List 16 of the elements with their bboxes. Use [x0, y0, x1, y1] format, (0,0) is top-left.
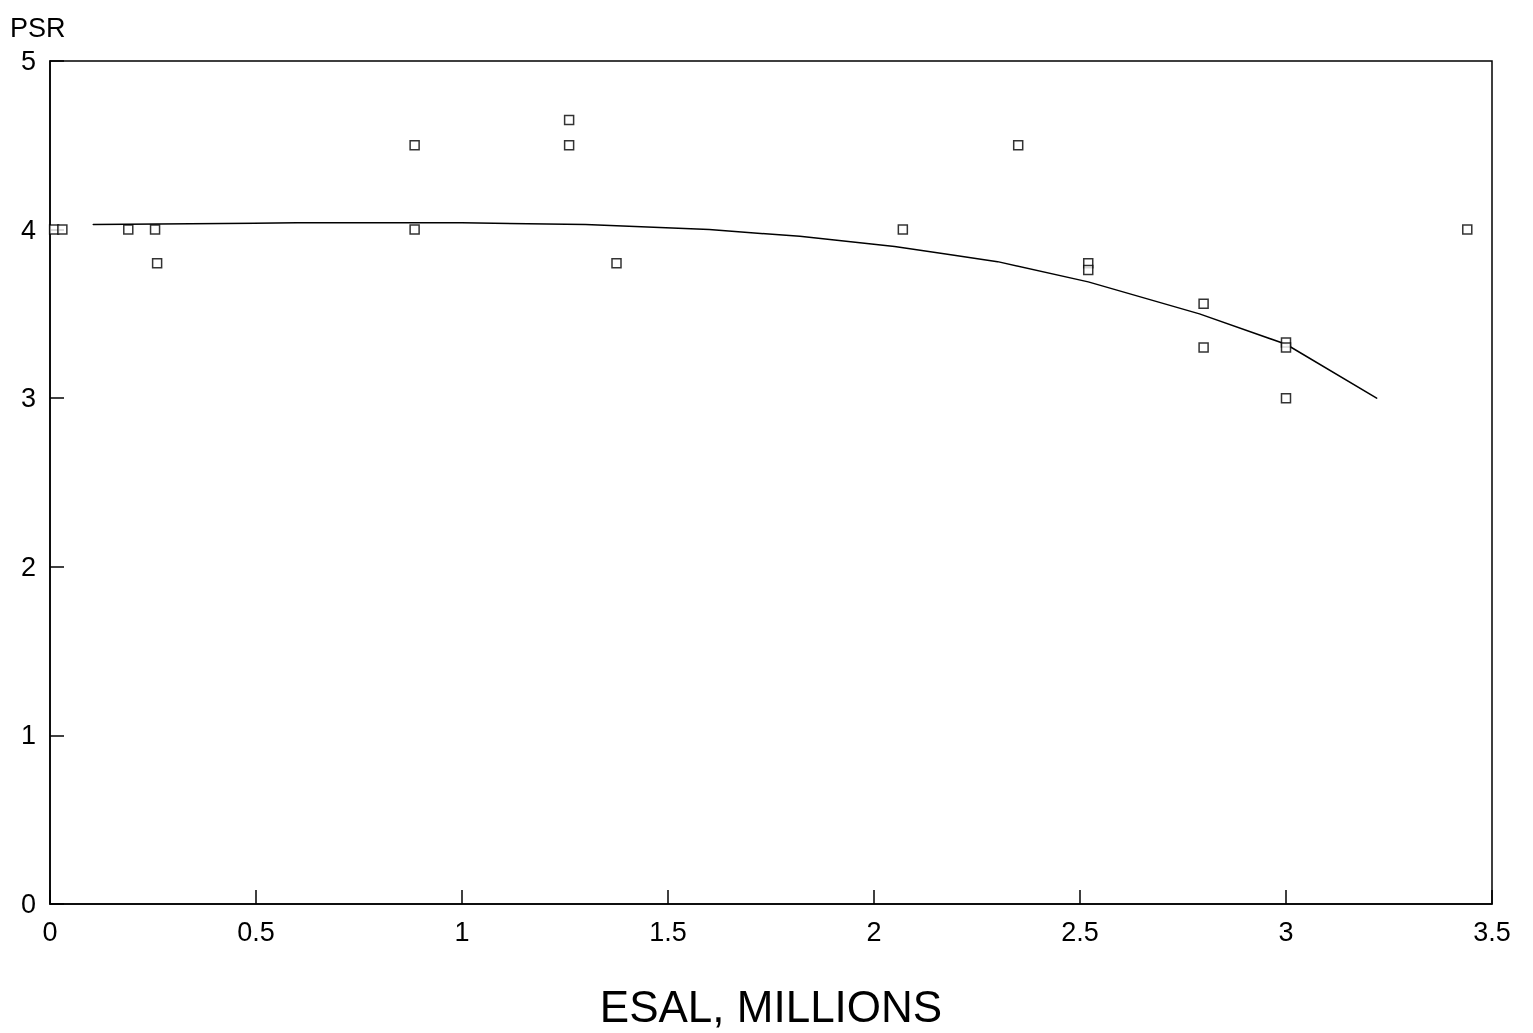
x-tick-label: 1 [454, 916, 470, 947]
x-axis-title: ESAL, MILLIONS [599, 981, 943, 1031]
y-tick-label: 3 [20, 383, 36, 414]
y-tick-label: 0 [20, 889, 36, 919]
y-tick-label: 2 [20, 551, 36, 582]
x-tick-label: 3 [1278, 916, 1294, 947]
y-tick-label: 1 [20, 720, 36, 751]
x-tick-label: 3.5 [1473, 916, 1511, 947]
x-tick-label: 2.5 [1061, 916, 1099, 947]
x-tick-label: 1.5 [649, 916, 687, 947]
x-tick-label: 0 [42, 916, 58, 947]
x-tick-label: 0.5 [237, 916, 275, 947]
y-tick-label: 4 [20, 214, 36, 245]
x-tick-label: 2 [866, 916, 882, 947]
y-tick-label: 5 [20, 46, 36, 76]
y-axis-title: PSR [10, 12, 66, 43]
